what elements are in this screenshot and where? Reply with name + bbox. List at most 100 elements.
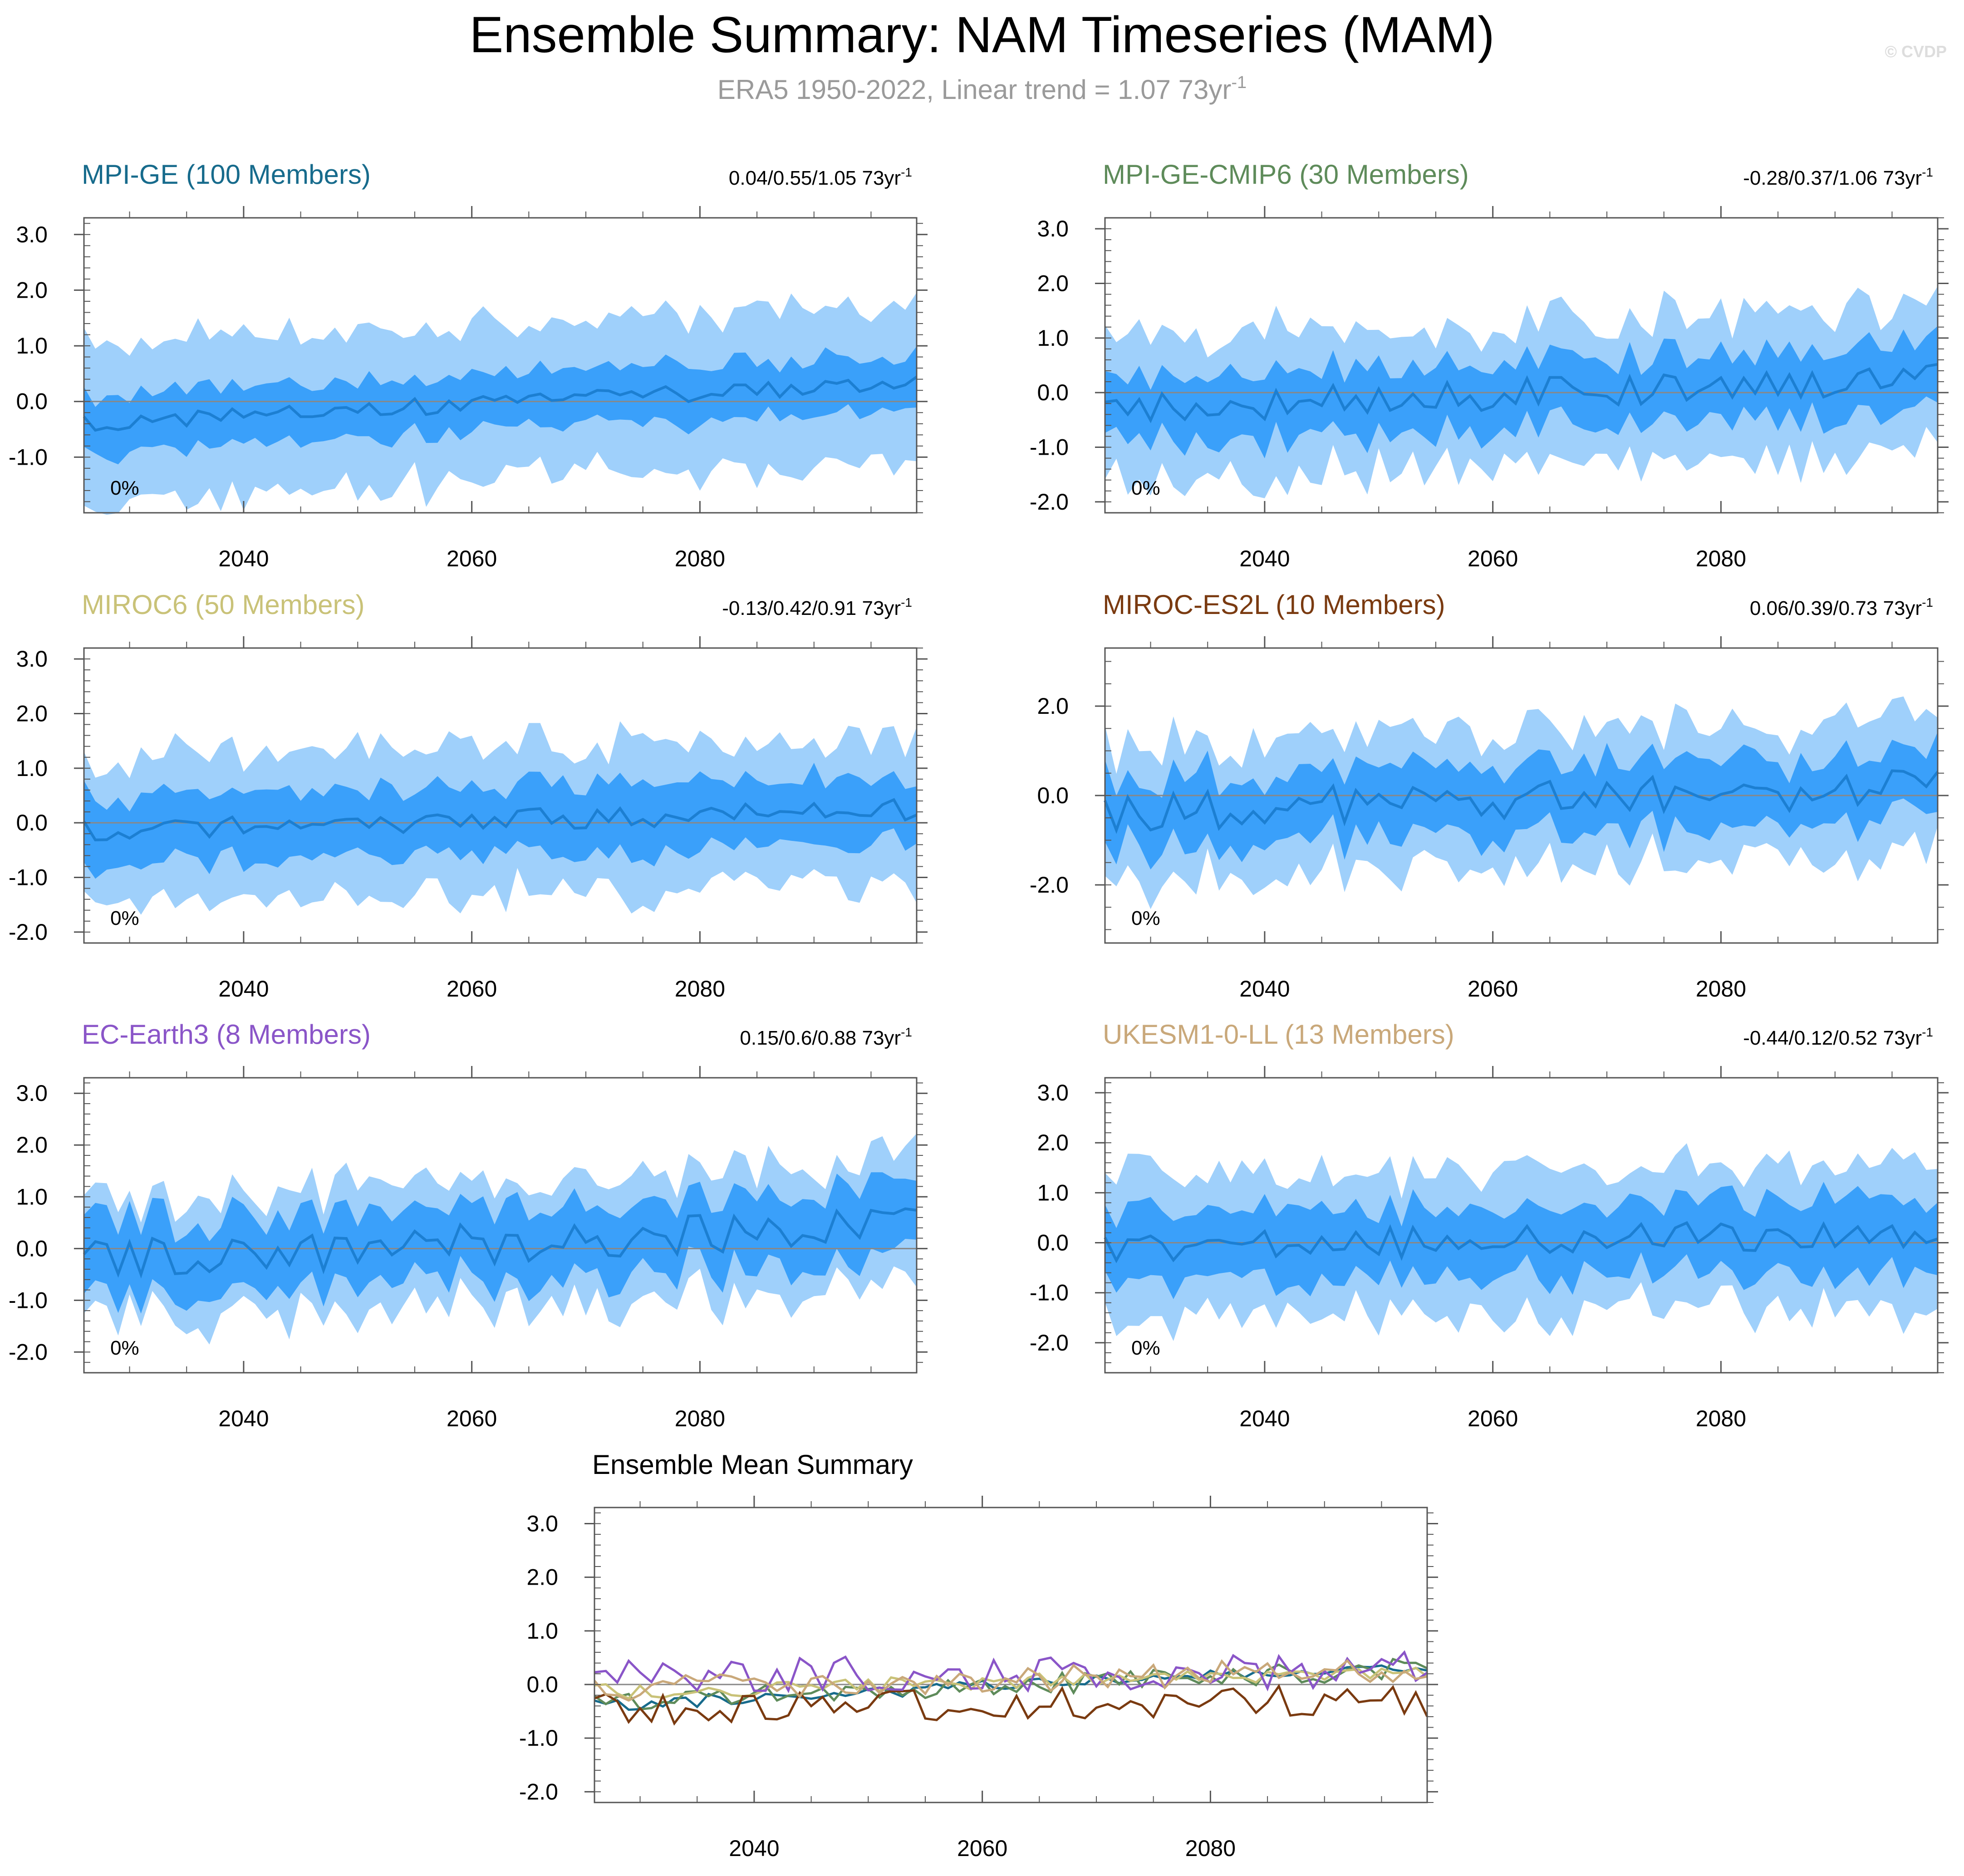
y-tick-label: -1.0 bbox=[9, 865, 48, 890]
x-tick-label: 2060 bbox=[957, 1836, 1007, 1861]
y-tick-label: -2.0 bbox=[1030, 489, 1069, 515]
panel-1: 0% MPI-GE (100 Members) 0.04/0.55/1.05 73y… bbox=[9, 159, 928, 571]
x-tick-label: 2080 bbox=[1696, 976, 1746, 1002]
y-tick-label: -1.0 bbox=[9, 444, 48, 470]
y-tick-label: 2.0 bbox=[1037, 1130, 1069, 1155]
y-tick-label: -2.0 bbox=[1030, 1330, 1069, 1355]
y-tick-label: 0.0 bbox=[1037, 1230, 1069, 1256]
ensemble-mean-line bbox=[83, 1207, 917, 1279]
panel-title: MIROC-ES2L (10 Members) bbox=[1103, 589, 1445, 620]
panel-title: MIROC6 (50 Members) bbox=[82, 589, 364, 620]
panel-stats: -0.28/0.37/1.06 73yr-1 bbox=[1743, 165, 1933, 189]
y-tick-label: 3.0 bbox=[1037, 216, 1069, 241]
x-tick-label: 2060 bbox=[1468, 976, 1518, 1002]
x-tick-label: 2040 bbox=[1239, 546, 1290, 571]
y-tick-label: 0.0 bbox=[526, 1672, 558, 1697]
plot-frame bbox=[83, 217, 918, 514]
y-tick-label: -2.0 bbox=[1030, 872, 1069, 898]
y-tick-label: 2.0 bbox=[1037, 693, 1069, 719]
x-tick-label: 2040 bbox=[218, 546, 269, 571]
panel-3: 0% MIROC6 (50 Members) -0.13/0.42/0.91 73y… bbox=[9, 589, 928, 1002]
x-tick-label: 2080 bbox=[1696, 546, 1746, 571]
y-tick-label: 1.0 bbox=[16, 333, 48, 359]
x-tick-label: 2040 bbox=[729, 1836, 779, 1861]
panel-4: 0% MIROC-ES2L (10 Members) 0.06/0.39/0.73 … bbox=[1030, 589, 1949, 1002]
y-tick-label: 2.0 bbox=[1037, 270, 1069, 296]
y-tick-label: 3.0 bbox=[1037, 1080, 1069, 1105]
x-tick-label: 2040 bbox=[218, 976, 269, 1002]
percent-label: 0% bbox=[110, 1337, 139, 1359]
y-tick-label: -2.0 bbox=[9, 919, 48, 945]
x-tick-label: 2080 bbox=[1696, 1406, 1746, 1431]
series-line-ec-earth3 bbox=[594, 1650, 1428, 1694]
y-tick-label: 1.0 bbox=[1037, 1180, 1069, 1205]
ensemble-mean-line bbox=[83, 798, 918, 841]
y-tick-label: 1.0 bbox=[526, 1618, 558, 1644]
plot-frame bbox=[1104, 1077, 1939, 1374]
percent-label: 0% bbox=[1131, 477, 1160, 499]
inner-spread-band bbox=[1105, 1182, 1938, 1299]
x-tick-label: 2080 bbox=[1185, 1836, 1236, 1861]
y-tick-label: 1.0 bbox=[1037, 325, 1069, 351]
x-tick-label: 2080 bbox=[675, 546, 725, 571]
panel-title: EC-Earth3 (8 Members) bbox=[82, 1019, 371, 1050]
x-tick-label: 2080 bbox=[675, 1406, 725, 1431]
x-tick-label: 2060 bbox=[447, 976, 497, 1002]
ensemble-mean-line bbox=[1104, 769, 1939, 834]
series-line-ukesm1-0-ll bbox=[594, 1659, 1428, 1702]
panel-stats: -0.13/0.42/0.91 73yr-1 bbox=[722, 595, 912, 619]
panel-2: 0% MPI-GE-CMIP6 (30 Members) -0.28/0.37/1.… bbox=[1030, 159, 1949, 571]
x-tick-label: 2080 bbox=[675, 976, 725, 1002]
figure-subtitle: ERA5 1950-2022, Linear trend = 1.07 73yr… bbox=[717, 73, 1247, 105]
plot-frame bbox=[83, 647, 918, 944]
panel-7: Ensemble Mean Summary 3.0 2.0 1.0 0.0 -1.0 -2.… bbox=[519, 1449, 1438, 1861]
panel-stats: 0.06/0.39/0.73 73yr-1 bbox=[1750, 595, 1933, 619]
x-tick-label: 2060 bbox=[1468, 546, 1518, 571]
y-tick-label: 2.0 bbox=[526, 1565, 558, 1590]
y-tick-label: 0.0 bbox=[16, 810, 48, 835]
percent-label: 0% bbox=[1131, 1337, 1160, 1359]
figure-title: Ensemble Summary: NAM Timeseries (MAM) bbox=[469, 6, 1494, 63]
y-tick-label: 2.0 bbox=[16, 277, 48, 303]
ensemble-mean-line bbox=[1104, 1221, 1938, 1263]
panel-stats: 0.04/0.55/1.05 73yr-1 bbox=[729, 165, 912, 189]
y-tick-label: -1.0 bbox=[9, 1287, 48, 1313]
y-tick-label: 0.0 bbox=[16, 389, 48, 414]
panel-stats: -0.44/0.12/0.52 73yr-1 bbox=[1743, 1025, 1933, 1049]
x-tick-label: 2040 bbox=[218, 1406, 269, 1431]
panel-title: MPI-GE (100 Members) bbox=[82, 159, 371, 190]
panel-stats: 0.15/0.6/0.88 73yr-1 bbox=[740, 1025, 912, 1049]
y-tick-label: -1.0 bbox=[519, 1725, 558, 1751]
x-tick-label: 2060 bbox=[1468, 1406, 1518, 1431]
plot-frame bbox=[594, 1507, 1428, 1803]
ensemble-mean-line bbox=[83, 376, 918, 432]
panel-6: 0% UKESM1-0-LL (13 Members) -0.44/0.12/0.5… bbox=[1030, 1019, 1949, 1431]
percent-label: 0% bbox=[1131, 907, 1160, 929]
y-tick-label: 3.0 bbox=[16, 1080, 48, 1106]
plot-frame bbox=[1104, 217, 1939, 514]
percent-label: 0% bbox=[110, 907, 139, 929]
inner-spread-band bbox=[1105, 732, 1938, 869]
y-tick-label: 3.0 bbox=[526, 1511, 558, 1536]
y-tick-label: 2.0 bbox=[16, 701, 48, 726]
y-tick-label: 2.0 bbox=[16, 1132, 48, 1158]
y-tick-label: 0.0 bbox=[1037, 783, 1069, 808]
panel-title: Ensemble Mean Summary bbox=[592, 1449, 913, 1480]
y-tick-label: 1.0 bbox=[16, 756, 48, 781]
inner-spread-band bbox=[84, 346, 917, 465]
y-tick-label: 3.0 bbox=[16, 646, 48, 672]
y-tick-label: 1.0 bbox=[16, 1184, 48, 1209]
y-tick-label: 0.0 bbox=[1037, 380, 1069, 405]
watermark: © CVDP bbox=[1885, 42, 1947, 61]
panel-title: UKESM1-0-LL (13 Members) bbox=[1103, 1019, 1454, 1050]
series-line-miroc-es2l bbox=[594, 1684, 1429, 1726]
y-tick-label: 0.0 bbox=[16, 1236, 48, 1261]
ensemble-mean-line bbox=[1105, 363, 1938, 423]
y-tick-label: 3.0 bbox=[16, 222, 48, 247]
percent-label: 0% bbox=[110, 477, 139, 499]
y-tick-label: -1.0 bbox=[1030, 435, 1069, 460]
panel-5: 0% EC-Earth3 (8 Members) 0.15/0.6/0.88 73y… bbox=[9, 1019, 928, 1431]
plot-frame bbox=[83, 1077, 918, 1374]
y-tick-label: -2.0 bbox=[9, 1339, 48, 1365]
